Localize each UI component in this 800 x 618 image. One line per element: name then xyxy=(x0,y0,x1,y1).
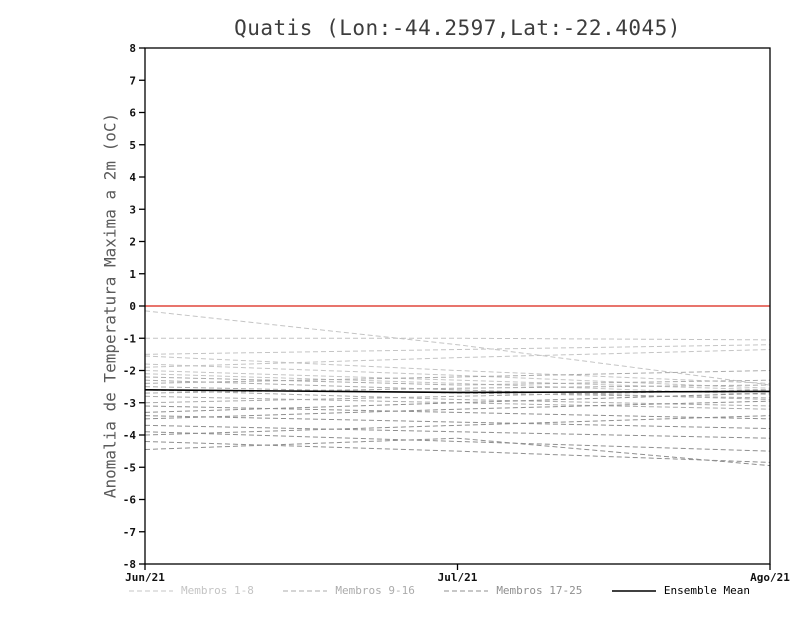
legend-label: Membros 1-8 xyxy=(181,584,254,597)
member-line xyxy=(145,337,771,341)
member-line xyxy=(144,349,771,368)
y-tick-label: -3 xyxy=(123,397,136,410)
y-tick-label: 4 xyxy=(129,171,136,184)
member-line xyxy=(144,363,771,389)
member-line xyxy=(144,431,771,452)
y-tick-label: 8 xyxy=(129,42,136,55)
legend-label: Membros 17-25 xyxy=(496,584,583,597)
legend-label: Ensemble Mean xyxy=(663,584,750,597)
y-tick-label: -6 xyxy=(123,494,137,507)
member-line xyxy=(144,310,771,386)
member-line xyxy=(144,370,771,384)
member-line xyxy=(144,370,771,391)
y-tick-label: -2 xyxy=(123,365,136,378)
member-line xyxy=(144,424,771,439)
member-line xyxy=(144,344,771,355)
member-line xyxy=(144,415,771,430)
legend: Membros 1-8 Membros 9-16 Membros 17-25 E… xyxy=(128,584,750,597)
member-line xyxy=(144,376,771,386)
x-tick-label: Jul/21 xyxy=(438,571,478,584)
member-line xyxy=(144,400,771,420)
member-line xyxy=(144,405,771,420)
legend-line-dashed-icon xyxy=(283,590,328,591)
member-line xyxy=(144,415,771,436)
chart-title: Quatis (Lon:-44.2597,Lat:-22.4045) xyxy=(234,16,681,40)
y-tick-label: 5 xyxy=(129,139,136,152)
member-line xyxy=(144,437,771,467)
legend-line-solid-icon xyxy=(611,589,656,592)
x-tick-label: Ago/21 xyxy=(750,571,790,584)
y-tick-label: -8 xyxy=(123,558,136,571)
legend-label: Membros 9-16 xyxy=(335,584,415,597)
y-tick-label: 6 xyxy=(129,107,136,120)
legend-item-ensemble-mean: Ensemble Mean xyxy=(611,584,750,597)
x-tick-label: Jun/21 xyxy=(125,571,165,584)
legend-item-members-1-8: Membros 1-8 xyxy=(128,584,254,597)
y-tick-label: -5 xyxy=(123,461,136,474)
member-line xyxy=(144,440,771,463)
legend-line-dashed-icon xyxy=(129,590,173,591)
legend-line-dashed-icon xyxy=(444,590,489,591)
y-tick-label: 2 xyxy=(129,236,136,249)
y-tick-label: 0 xyxy=(129,300,136,313)
ensemble-mean-line xyxy=(144,389,771,394)
legend-item-members-17-25: Membros 17-25 xyxy=(443,584,582,597)
legend-item-members-9-16: Membros 9-16 xyxy=(282,584,415,597)
y-tick-label: 7 xyxy=(129,74,136,87)
y-tick-label: 1 xyxy=(129,268,136,281)
member-line xyxy=(144,392,771,413)
y-tick-label: -1 xyxy=(123,332,137,345)
y-tick-label: 3 xyxy=(129,203,136,216)
y-tick-label: -7 xyxy=(123,526,136,539)
member-line xyxy=(144,373,771,396)
y-tick-label: -4 xyxy=(123,429,137,442)
member-line xyxy=(144,355,771,384)
